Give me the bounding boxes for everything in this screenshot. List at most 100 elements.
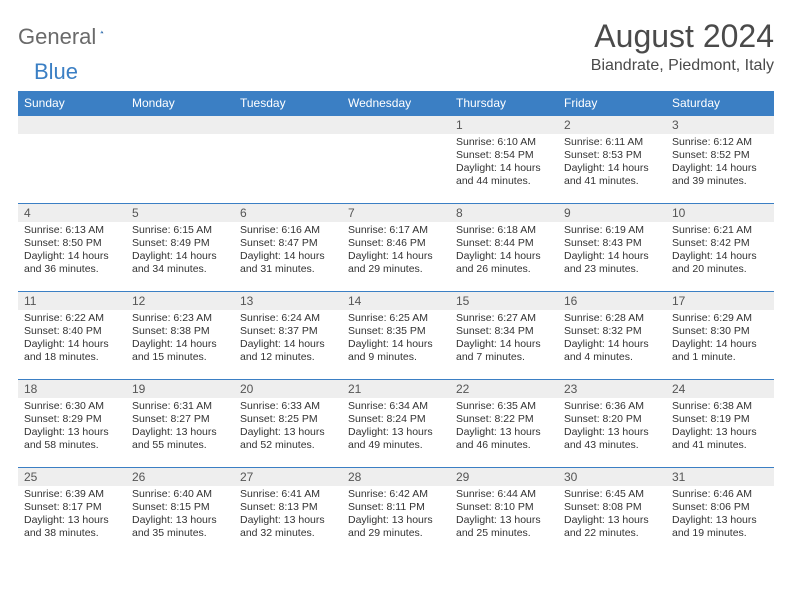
daylight-line: Daylight: 14 hours and 20 minutes. bbox=[672, 250, 768, 276]
sunset-line: Sunset: 8:20 PM bbox=[564, 413, 660, 426]
sunrise-line: Sunrise: 6:35 AM bbox=[456, 400, 552, 413]
sunset-line: Sunset: 8:53 PM bbox=[564, 149, 660, 162]
day-details: Sunrise: 6:41 AMSunset: 8:13 PMDaylight:… bbox=[234, 486, 342, 545]
sunset-line: Sunset: 8:54 PM bbox=[456, 149, 552, 162]
day-header: Tuesday bbox=[234, 91, 342, 115]
day-header: Saturday bbox=[666, 91, 774, 115]
day-details: Sunrise: 6:31 AMSunset: 8:27 PMDaylight:… bbox=[126, 398, 234, 457]
sunset-line: Sunset: 8:13 PM bbox=[240, 501, 336, 514]
sunset-line: Sunset: 8:08 PM bbox=[564, 501, 660, 514]
sunset-line: Sunset: 8:47 PM bbox=[240, 237, 336, 250]
calendar-cell bbox=[234, 115, 342, 203]
sunset-line: Sunset: 8:38 PM bbox=[132, 325, 228, 338]
sunset-line: Sunset: 8:46 PM bbox=[348, 237, 444, 250]
day-number: 9 bbox=[558, 204, 666, 222]
logo-sail-icon bbox=[100, 21, 104, 43]
calendar-cell: 1Sunrise: 6:10 AMSunset: 8:54 PMDaylight… bbox=[450, 115, 558, 203]
sunrise-line: Sunrise: 6:15 AM bbox=[132, 224, 228, 237]
daylight-line: Daylight: 13 hours and 52 minutes. bbox=[240, 426, 336, 452]
day-details: Sunrise: 6:21 AMSunset: 8:42 PMDaylight:… bbox=[666, 222, 774, 281]
sunrise-line: Sunrise: 6:13 AM bbox=[24, 224, 120, 237]
daylight-line: Daylight: 14 hours and 34 minutes. bbox=[132, 250, 228, 276]
daylight-line: Daylight: 14 hours and 4 minutes. bbox=[564, 338, 660, 364]
day-header: Monday bbox=[126, 91, 234, 115]
day-details: Sunrise: 6:25 AMSunset: 8:35 PMDaylight:… bbox=[342, 310, 450, 369]
day-number: 19 bbox=[126, 380, 234, 398]
sunset-line: Sunset: 8:15 PM bbox=[132, 501, 228, 514]
daylight-line: Daylight: 14 hours and 1 minute. bbox=[672, 338, 768, 364]
sunrise-line: Sunrise: 6:10 AM bbox=[456, 136, 552, 149]
day-number: 28 bbox=[342, 468, 450, 486]
calendar-cell: 17Sunrise: 6:29 AMSunset: 8:30 PMDayligh… bbox=[666, 291, 774, 379]
calendar-cell: 6Sunrise: 6:16 AMSunset: 8:47 PMDaylight… bbox=[234, 203, 342, 291]
day-details: Sunrise: 6:44 AMSunset: 8:10 PMDaylight:… bbox=[450, 486, 558, 545]
day-number: 20 bbox=[234, 380, 342, 398]
sunrise-line: Sunrise: 6:18 AM bbox=[456, 224, 552, 237]
calendar-cell: 8Sunrise: 6:18 AMSunset: 8:44 PMDaylight… bbox=[450, 203, 558, 291]
daylight-line: Daylight: 13 hours and 22 minutes. bbox=[564, 514, 660, 540]
day-details: Sunrise: 6:29 AMSunset: 8:30 PMDaylight:… bbox=[666, 310, 774, 369]
calendar-cell: 3Sunrise: 6:12 AMSunset: 8:52 PMDaylight… bbox=[666, 115, 774, 203]
day-details: Sunrise: 6:30 AMSunset: 8:29 PMDaylight:… bbox=[18, 398, 126, 457]
day-number: 6 bbox=[234, 204, 342, 222]
calendar-cell: 2Sunrise: 6:11 AMSunset: 8:53 PMDaylight… bbox=[558, 115, 666, 203]
sunrise-line: Sunrise: 6:17 AM bbox=[348, 224, 444, 237]
sunset-line: Sunset: 8:27 PM bbox=[132, 413, 228, 426]
sunrise-line: Sunrise: 6:39 AM bbox=[24, 488, 120, 501]
day-number: 18 bbox=[18, 380, 126, 398]
day-number: 5 bbox=[126, 204, 234, 222]
daylight-line: Daylight: 13 hours and 55 minutes. bbox=[132, 426, 228, 452]
daylight-line: Daylight: 14 hours and 36 minutes. bbox=[24, 250, 120, 276]
logo-text-blue: Blue bbox=[34, 59, 78, 84]
day-number bbox=[18, 116, 126, 134]
daylight-line: Daylight: 14 hours and 15 minutes. bbox=[132, 338, 228, 364]
day-header: Wednesday bbox=[342, 91, 450, 115]
day-details: Sunrise: 6:40 AMSunset: 8:15 PMDaylight:… bbox=[126, 486, 234, 545]
calendar-cell: 28Sunrise: 6:42 AMSunset: 8:11 PMDayligh… bbox=[342, 467, 450, 555]
day-header: Thursday bbox=[450, 91, 558, 115]
day-number: 8 bbox=[450, 204, 558, 222]
day-number: 30 bbox=[558, 468, 666, 486]
sunrise-line: Sunrise: 6:44 AM bbox=[456, 488, 552, 501]
daylight-line: Daylight: 14 hours and 44 minutes. bbox=[456, 162, 552, 188]
day-details: Sunrise: 6:12 AMSunset: 8:52 PMDaylight:… bbox=[666, 134, 774, 193]
daylight-line: Daylight: 13 hours and 49 minutes. bbox=[348, 426, 444, 452]
daylight-line: Daylight: 14 hours and 18 minutes. bbox=[24, 338, 120, 364]
sunrise-line: Sunrise: 6:41 AM bbox=[240, 488, 336, 501]
day-details: Sunrise: 6:46 AMSunset: 8:06 PMDaylight:… bbox=[666, 486, 774, 545]
daylight-line: Daylight: 13 hours and 46 minutes. bbox=[456, 426, 552, 452]
calendar-cell: 29Sunrise: 6:44 AMSunset: 8:10 PMDayligh… bbox=[450, 467, 558, 555]
sunrise-line: Sunrise: 6:38 AM bbox=[672, 400, 768, 413]
sunrise-line: Sunrise: 6:46 AM bbox=[672, 488, 768, 501]
calendar-cell: 22Sunrise: 6:35 AMSunset: 8:22 PMDayligh… bbox=[450, 379, 558, 467]
calendar-cell: 5Sunrise: 6:15 AMSunset: 8:49 PMDaylight… bbox=[126, 203, 234, 291]
sunrise-line: Sunrise: 6:40 AM bbox=[132, 488, 228, 501]
sunrise-line: Sunrise: 6:29 AM bbox=[672, 312, 768, 325]
sunrise-line: Sunrise: 6:34 AM bbox=[348, 400, 444, 413]
sunrise-line: Sunrise: 6:21 AM bbox=[672, 224, 768, 237]
day-number: 13 bbox=[234, 292, 342, 310]
day-number: 27 bbox=[234, 468, 342, 486]
day-details: Sunrise: 6:19 AMSunset: 8:43 PMDaylight:… bbox=[558, 222, 666, 281]
sunset-line: Sunset: 8:49 PM bbox=[132, 237, 228, 250]
sunset-line: Sunset: 8:34 PM bbox=[456, 325, 552, 338]
daylight-line: Daylight: 14 hours and 29 minutes. bbox=[348, 250, 444, 276]
daylight-line: Daylight: 14 hours and 39 minutes. bbox=[672, 162, 768, 188]
day-header: Sunday bbox=[18, 91, 126, 115]
sunset-line: Sunset: 8:37 PM bbox=[240, 325, 336, 338]
day-details: Sunrise: 6:10 AMSunset: 8:54 PMDaylight:… bbox=[450, 134, 558, 193]
calendar-cell: 9Sunrise: 6:19 AMSunset: 8:43 PMDaylight… bbox=[558, 203, 666, 291]
daylight-line: Daylight: 13 hours and 58 minutes. bbox=[24, 426, 120, 452]
sunset-line: Sunset: 8:35 PM bbox=[348, 325, 444, 338]
day-details: Sunrise: 6:18 AMSunset: 8:44 PMDaylight:… bbox=[450, 222, 558, 281]
day-details: Sunrise: 6:15 AMSunset: 8:49 PMDaylight:… bbox=[126, 222, 234, 281]
day-number: 29 bbox=[450, 468, 558, 486]
calendar-cell: 11Sunrise: 6:22 AMSunset: 8:40 PMDayligh… bbox=[18, 291, 126, 379]
day-details: Sunrise: 6:11 AMSunset: 8:53 PMDaylight:… bbox=[558, 134, 666, 193]
day-details: Sunrise: 6:13 AMSunset: 8:50 PMDaylight:… bbox=[18, 222, 126, 281]
day-number: 1 bbox=[450, 116, 558, 134]
logo-text-general: General bbox=[18, 24, 96, 50]
sunrise-line: Sunrise: 6:36 AM bbox=[564, 400, 660, 413]
calendar-cell: 13Sunrise: 6:24 AMSunset: 8:37 PMDayligh… bbox=[234, 291, 342, 379]
day-number bbox=[126, 116, 234, 134]
